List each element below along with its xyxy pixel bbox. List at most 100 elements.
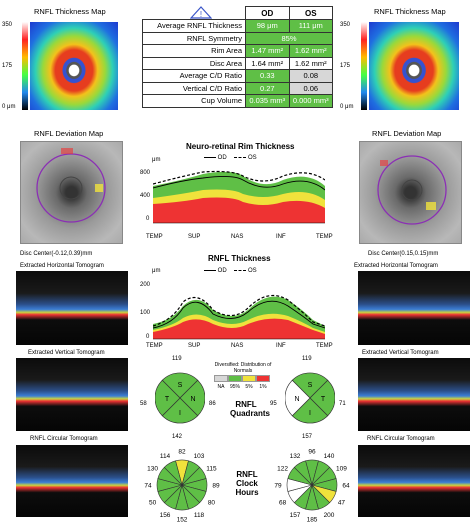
left-thickness-map-title: RNFL Thickness Map bbox=[34, 7, 106, 16]
clock-hour-value: 156 bbox=[160, 512, 171, 519]
rim-chart-title: Neuro-retinal Rim Thickness bbox=[186, 142, 295, 151]
header-os: OS bbox=[288, 6, 333, 20]
right-horizontal-tomogram bbox=[358, 271, 470, 345]
od-quad-letter: S bbox=[178, 382, 183, 389]
right-scale-top: 350 bbox=[340, 22, 351, 28]
row-merged: 85% bbox=[245, 31, 333, 45]
clock-hour-value: 103 bbox=[194, 453, 205, 460]
left-disc-center: Disc Center(-0.12,0.39)mm bbox=[20, 251, 93, 257]
os-quad-letter: S bbox=[308, 382, 313, 389]
row-os: 0.08 bbox=[288, 69, 333, 83]
left-circ-title: RNFL Circular Tomogram bbox=[30, 436, 98, 442]
clock-hour-value: 152 bbox=[177, 517, 188, 524]
table-row: Rim Area 1.47 mm² 1.62 mm² bbox=[142, 44, 333, 58]
clock-hour-value: 68 bbox=[279, 500, 287, 507]
clock-hour-value: 185 bbox=[307, 517, 318, 524]
left-vertical-tomogram bbox=[16, 358, 128, 431]
row-label: RNFL Symmetry bbox=[142, 31, 246, 45]
header-od: OD bbox=[245, 6, 290, 20]
right-disc-center: Disc Center(0.15,0.15)mm bbox=[368, 251, 439, 257]
rnfl-xtick: TEMP bbox=[316, 343, 333, 349]
clock-hour-value: 50 bbox=[149, 500, 157, 507]
rnfl-xtick: SUP bbox=[188, 343, 201, 349]
left-scale-bottom: 0 μm bbox=[2, 104, 16, 110]
quadrants-label: RNFL Quadrants bbox=[230, 400, 271, 418]
rim-xtick: TEMP bbox=[316, 234, 333, 240]
row-od: 0.035 mm³ bbox=[245, 94, 290, 108]
os-quad-top: 119 bbox=[302, 356, 312, 362]
clock-hour-value: 114 bbox=[160, 453, 171, 460]
clock-hour-sector bbox=[163, 460, 183, 487]
table-row: RNFL Symmetry 85% bbox=[142, 31, 333, 45]
clock-hour-value: 140 bbox=[324, 453, 335, 460]
table-row: Average RNFL Thickness 98 μm 111 μm bbox=[142, 19, 333, 33]
left-scale-mid: 175 bbox=[2, 63, 13, 69]
rnfl-legend: OD OS bbox=[204, 268, 257, 274]
clock-hour-sector bbox=[293, 460, 313, 487]
row-os: 111 μm bbox=[288, 19, 333, 33]
row-od: 1.47 mm² bbox=[245, 44, 290, 58]
rnfl-chart-unit: μm bbox=[152, 268, 161, 274]
os-quad-right: 71 bbox=[339, 401, 346, 407]
row-label: Disc Area bbox=[142, 56, 246, 70]
rim-xtick: SUP bbox=[188, 234, 201, 240]
left-vert-title: Extracted Vertical Tomogram bbox=[28, 350, 105, 356]
row-label: Vertical C/D Ratio bbox=[142, 81, 246, 95]
left-circular-tomogram bbox=[16, 445, 128, 517]
os-quad-left: 95 bbox=[270, 401, 277, 407]
rnfl-xtick: INF bbox=[276, 343, 286, 349]
right-vertical-tomogram bbox=[358, 358, 470, 431]
rim-ytick: 400 bbox=[140, 193, 151, 199]
right-horiz-title: Extracted Horizontal Tomogram bbox=[354, 263, 438, 269]
rim-xtick: INF bbox=[276, 234, 286, 240]
od-quad-left: 58 bbox=[140, 401, 147, 407]
right-vert-title: Extracted Vertical Tomogram bbox=[362, 350, 439, 356]
od-quad-letter: N bbox=[190, 396, 195, 403]
clock-hour-value: 74 bbox=[144, 483, 152, 490]
left-deviation-title: RNFL Deviation Map bbox=[34, 129, 104, 138]
os-quad-letter: N bbox=[294, 396, 299, 403]
row-os: 1.62 mm² bbox=[288, 56, 333, 70]
metrics-table: OD OS Average RNFL Thickness 98 μm 111 μ… bbox=[142, 6, 333, 108]
rim-chart-plot bbox=[153, 170, 325, 224]
row-od: 0.27 bbox=[245, 81, 290, 95]
clock-hour-value: 64 bbox=[342, 483, 350, 490]
row-os: 0.000 mm³ bbox=[288, 94, 333, 108]
od-quad-letter: I bbox=[179, 410, 181, 417]
row-od: 98 μm bbox=[245, 19, 290, 33]
od-quad-top: 119 bbox=[172, 356, 182, 362]
clock-hour-value: 47 bbox=[338, 500, 346, 507]
rnfl-ytick: 0 bbox=[146, 334, 150, 340]
row-label: Average RNFL Thickness bbox=[142, 19, 246, 33]
right-color-scale bbox=[361, 22, 367, 110]
clock-hour-value: 130 bbox=[147, 466, 158, 473]
clock-hour-value: 122 bbox=[277, 466, 288, 473]
rim-xtick: TEMP bbox=[146, 234, 163, 240]
right-thickness-map bbox=[369, 22, 459, 110]
rnfl-chart-plot bbox=[153, 294, 325, 340]
right-scale-mid: 175 bbox=[340, 63, 351, 69]
od-quad-letter: T bbox=[165, 396, 170, 403]
row-od: 1.64 mm² bbox=[245, 56, 290, 70]
left-horizontal-tomogram bbox=[16, 271, 128, 345]
clock-hour-value: 96 bbox=[308, 449, 316, 456]
right-circ-title: RNFL Circular Tomogram bbox=[367, 436, 435, 442]
clock-hour-value: 89 bbox=[212, 483, 220, 490]
rim-ytick: 800 bbox=[140, 170, 151, 176]
table-row: Vertical C/D Ratio 0.27 0.06 bbox=[142, 81, 333, 95]
rnfl-xtick: NAS bbox=[231, 343, 244, 349]
clock-hour-value: 157 bbox=[290, 512, 301, 519]
right-deviation-map bbox=[359, 141, 462, 244]
clock-hour-value: 109 bbox=[336, 466, 347, 473]
clock-hour-value: 200 bbox=[324, 512, 335, 519]
right-scale-bottom: 0 μm bbox=[340, 104, 354, 110]
row-os: 1.62 mm² bbox=[288, 44, 333, 58]
left-thickness-map bbox=[30, 22, 118, 110]
row-label: Average C/D Ratio bbox=[142, 69, 246, 83]
left-color-scale bbox=[22, 22, 28, 110]
clock-hour-value: 82 bbox=[178, 449, 186, 456]
od-quadrant-chart: S T N I bbox=[155, 372, 205, 424]
rnfl-ytick: 200 bbox=[140, 282, 151, 288]
